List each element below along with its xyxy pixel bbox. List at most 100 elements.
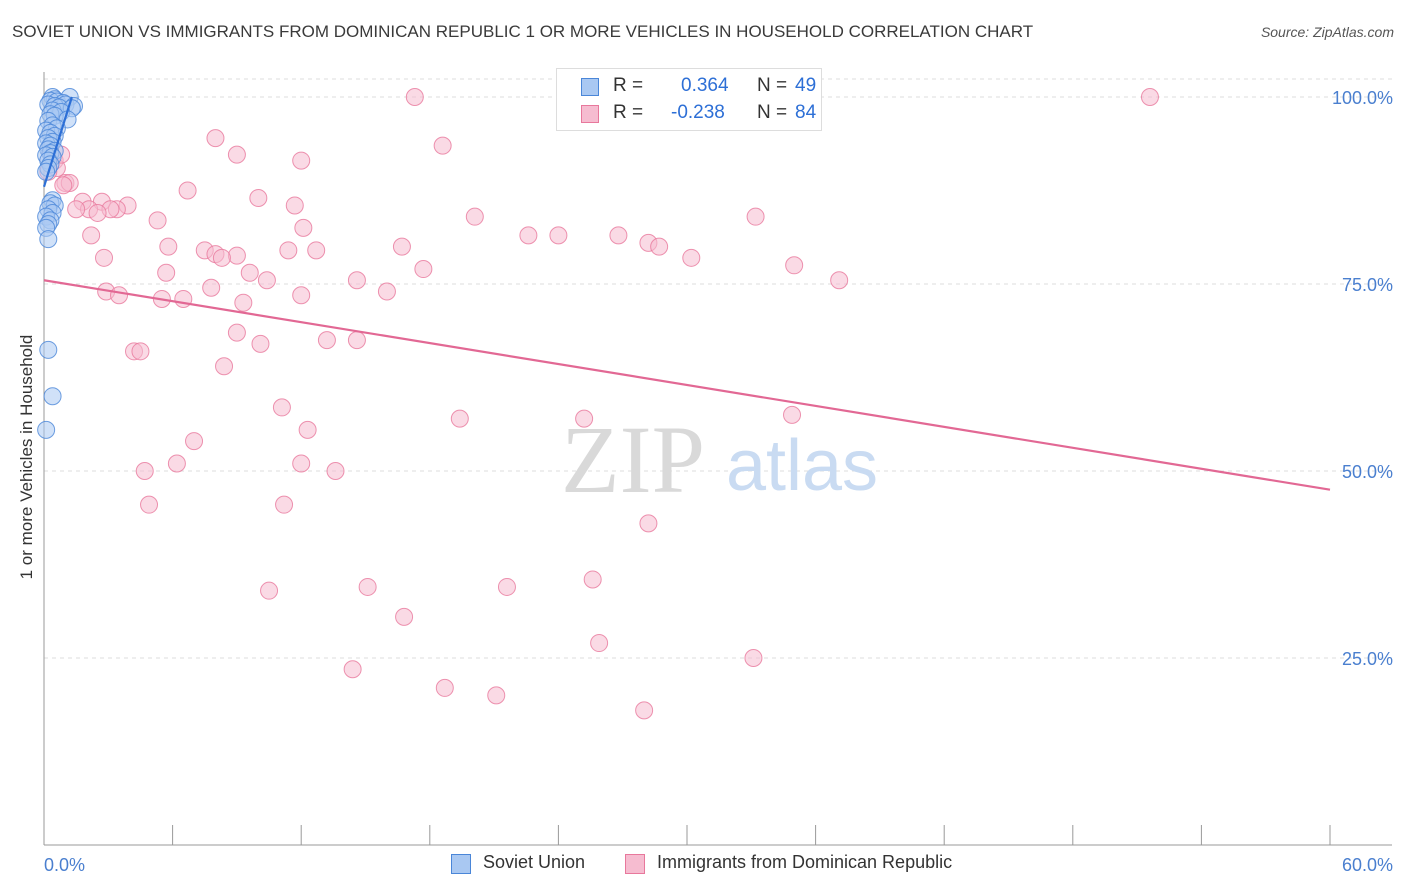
y-tick-label: 75.0% bbox=[1342, 275, 1393, 295]
dominican-point bbox=[405, 88, 424, 106]
dominican-point bbox=[347, 271, 366, 290]
dominican-point bbox=[343, 660, 362, 679]
dominican-point bbox=[227, 145, 246, 164]
dominican-point bbox=[294, 218, 313, 237]
dominican-point bbox=[650, 237, 669, 256]
dominican-point bbox=[395, 607, 414, 626]
trend-lines bbox=[42, 96, 1331, 491]
dominican-point bbox=[227, 323, 246, 342]
dominican-point bbox=[414, 260, 433, 279]
dominican-point bbox=[110, 286, 129, 305]
legend-r-value-dominican: -0.238 bbox=[671, 102, 725, 123]
chart-title: SOVIET UNION VS IMMIGRANTS FROM DOMINICA… bbox=[12, 22, 1034, 41]
dominican-point bbox=[549, 226, 568, 245]
bottom-legend-swatch-soviet bbox=[451, 854, 471, 874]
dominican-point bbox=[785, 256, 804, 275]
y-tick-label: 50.0% bbox=[1342, 462, 1393, 482]
dominican-point bbox=[157, 263, 176, 282]
dominican-point bbox=[377, 282, 396, 301]
watermark-atlas: atlas bbox=[726, 426, 878, 506]
dominican-point bbox=[159, 237, 178, 256]
correlation-legend: R = 0.364 N = 49 R = -0.238 N = 84 bbox=[556, 68, 822, 131]
y-tick-label: 25.0% bbox=[1342, 649, 1393, 669]
dominican-point bbox=[575, 409, 594, 428]
series-soviet-points bbox=[37, 88, 84, 439]
legend-n-label: N = bbox=[757, 75, 788, 96]
dominican-point bbox=[240, 263, 259, 282]
dominican-point bbox=[131, 342, 150, 361]
dominican-point bbox=[285, 196, 304, 215]
dominican-point bbox=[639, 514, 658, 533]
dominican-point bbox=[260, 581, 279, 600]
dominican-point bbox=[95, 248, 114, 267]
dominican-point bbox=[249, 188, 268, 207]
watermark: ZIP atlas bbox=[561, 406, 878, 513]
dominican-point bbox=[227, 246, 246, 265]
dominican-point bbox=[450, 409, 469, 428]
x-tick-labels: 0.0% 60.0% bbox=[44, 855, 1393, 875]
series-dominican-points bbox=[39, 88, 1159, 720]
soviet-point bbox=[43, 387, 62, 406]
source-credit: Source: ZipAtlas.com bbox=[1260, 24, 1394, 40]
bottom-legend-label-dominican: Immigrants from Dominican Republic bbox=[657, 852, 953, 872]
dominican-point bbox=[347, 331, 366, 350]
dominican-point bbox=[202, 278, 221, 297]
dominican-point bbox=[635, 701, 654, 720]
dominican-point bbox=[272, 398, 291, 417]
x-tick-label: 60.0% bbox=[1342, 855, 1393, 875]
dominican-point bbox=[135, 462, 154, 480]
dominican-point bbox=[1140, 88, 1159, 106]
dominican-point bbox=[317, 331, 336, 350]
dominican-point bbox=[148, 211, 167, 230]
dominican-point bbox=[82, 226, 101, 245]
dominican-point bbox=[292, 151, 311, 170]
trend-line-dominican bbox=[43, 279, 1331, 491]
legend-swatch-soviet bbox=[581, 78, 599, 96]
bottom-legend-label-soviet: Soviet Union bbox=[483, 852, 586, 872]
soviet-point bbox=[39, 340, 58, 359]
dominican-point bbox=[465, 207, 484, 226]
dominican-point bbox=[167, 454, 186, 473]
legend-r-value-soviet: 0.364 bbox=[681, 75, 729, 96]
dominican-point bbox=[583, 570, 602, 589]
dominican-point bbox=[185, 432, 204, 451]
dominican-point bbox=[298, 420, 317, 439]
legend-n-value-soviet: 49 bbox=[795, 75, 817, 96]
legend-r-label: R = bbox=[613, 102, 644, 123]
trend-line-soviet bbox=[42, 96, 73, 188]
legend-n-value-dominican: 84 bbox=[795, 102, 817, 123]
dominican-point bbox=[830, 271, 849, 290]
dominican-point bbox=[307, 241, 326, 260]
dominican-point bbox=[326, 462, 345, 480]
dominican-point bbox=[279, 241, 298, 260]
soviet-point bbox=[37, 420, 56, 439]
dominican-point bbox=[682, 248, 701, 267]
dominican-point bbox=[257, 271, 276, 290]
dominican-point bbox=[358, 577, 377, 596]
dominican-point bbox=[487, 686, 506, 705]
dominican-point bbox=[140, 495, 159, 514]
dominican-point bbox=[392, 237, 411, 256]
dominican-point bbox=[744, 649, 763, 667]
dominican-point bbox=[609, 226, 628, 245]
dominican-point bbox=[234, 293, 253, 312]
dominican-point bbox=[497, 577, 516, 596]
legend-swatch-dominican bbox=[581, 105, 599, 123]
dominican-point bbox=[746, 207, 765, 226]
dominican-point bbox=[67, 200, 86, 219]
dominican-point bbox=[215, 357, 234, 376]
dominican-point bbox=[590, 634, 609, 653]
legend-n-label: N = bbox=[757, 102, 788, 123]
dominican-point bbox=[519, 226, 538, 245]
dominican-point bbox=[206, 129, 225, 148]
soviet-point bbox=[39, 230, 58, 249]
y-tick-label: 100.0% bbox=[1332, 88, 1393, 108]
dominican-point bbox=[292, 454, 311, 473]
y-tick-labels: 25.0% 50.0% 75.0% 100.0% bbox=[1332, 88, 1393, 669]
dominican-point bbox=[783, 405, 802, 424]
dominican-point bbox=[292, 286, 311, 305]
x-tick-label: 0.0% bbox=[44, 855, 85, 875]
dominican-point bbox=[435, 678, 454, 697]
dominican-point bbox=[88, 203, 107, 222]
